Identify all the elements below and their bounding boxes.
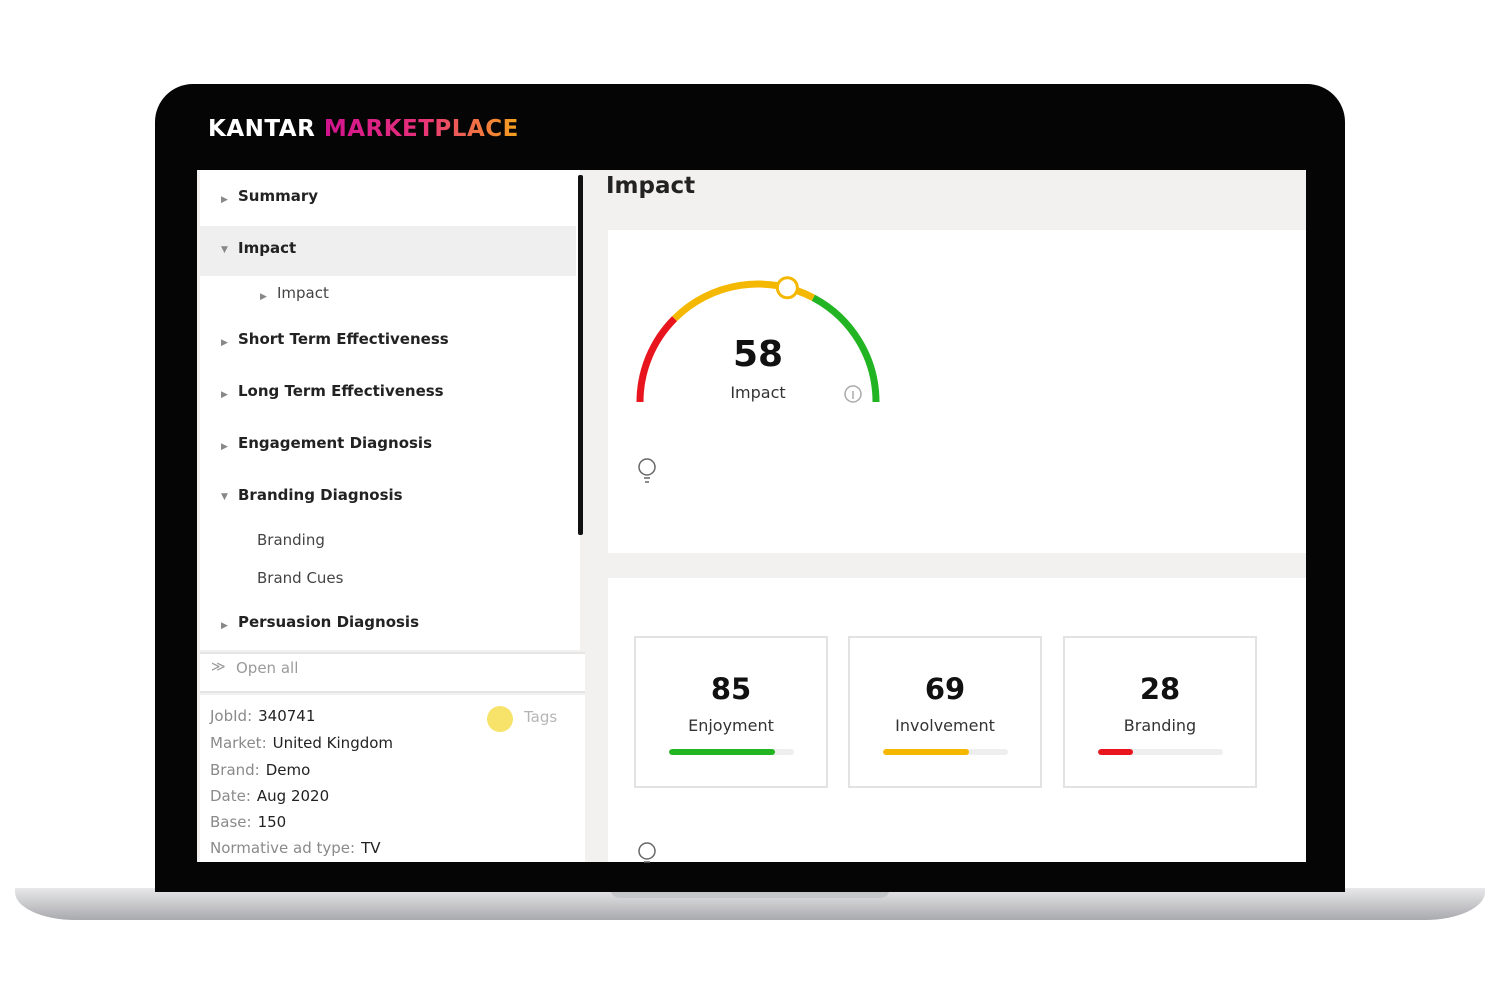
- scrollbar: [578, 175, 583, 535]
- collapsed-arrow: ▶: [221, 390, 228, 400]
- detail-value: Aug 2020: [256, 787, 330, 805]
- metric-bar: [1098, 749, 1133, 755]
- nav-subitem[interactable]: Impact: [277, 284, 329, 302]
- gauge-label: Impact: [730, 383, 785, 402]
- gauge-value: 58: [733, 334, 783, 375]
- logo-brand: KANTAR: [208, 116, 316, 142]
- metric-track: [883, 749, 1008, 755]
- expanded-arrow: ▼: [221, 492, 228, 502]
- laptop-notch: [610, 888, 890, 898]
- metric-value: 69: [924, 672, 966, 706]
- nav-subitem[interactable]: Branding: [257, 531, 325, 549]
- nav-item[interactable]: Impact: [238, 239, 297, 257]
- nav-item[interactable]: Branding Diagnosis: [238, 486, 403, 504]
- detail-value: 150: [257, 813, 287, 831]
- detail-label: Brand:: [210, 761, 260, 779]
- page-title: Impact: [606, 173, 696, 199]
- detail-label: Normative ad type:: [210, 839, 356, 857]
- collapsed-arrow: ▶: [221, 621, 228, 631]
- detail-label: Date:: [210, 787, 251, 805]
- nav-item[interactable]: Short Term Effectiveness: [238, 330, 449, 348]
- metric-card: 28 Branding: [1063, 636, 1257, 788]
- collapsed-arrow: ▶: [221, 442, 228, 452]
- metric-value: 28: [1139, 672, 1181, 706]
- collapsed-arrow: ▶: [260, 292, 267, 302]
- detail-value: United Kingdom: [272, 734, 394, 752]
- details-panel: [200, 695, 585, 862]
- metric-label: Involvement: [895, 716, 995, 735]
- detail-label: Market:: [210, 734, 267, 752]
- metric-label: Enjoyment: [688, 716, 774, 735]
- expanded-arrow: ▼: [221, 245, 228, 255]
- open-all-icon: ≫: [211, 659, 226, 675]
- nav-subitem[interactable]: Brand Cues: [257, 569, 344, 587]
- detail-label: Base:: [210, 813, 252, 831]
- detail-row: JobId: 340741: [210, 707, 315, 725]
- collapsed-arrow: ▶: [221, 195, 228, 205]
- logo: KANTAR MARKETPLACE: [208, 116, 519, 142]
- metric-card: 69 Involvement: [848, 636, 1042, 788]
- tag-icon: [487, 706, 513, 732]
- detail-value: Demo: [265, 761, 311, 779]
- info-icon[interactable]: [844, 385, 862, 403]
- detail-value: TV: [361, 839, 381, 857]
- logo-product: MARKETPLACE: [323, 116, 519, 142]
- nav-item[interactable]: Summary: [238, 187, 319, 205]
- nav-active-row: [200, 226, 576, 276]
- detail-row: Brand: Demo: [210, 761, 310, 779]
- detail-row: Date: Aug 2020: [210, 787, 329, 805]
- gauge-marker: [775, 276, 799, 300]
- detail-row: Market: United Kingdom: [210, 734, 393, 752]
- metric-value: 85: [710, 672, 752, 706]
- metric-label: Branding: [1123, 716, 1197, 735]
- nav-item[interactable]: Persuasion Diagnosis: [238, 613, 420, 631]
- detail-value: 340741: [258, 707, 316, 725]
- nav-item[interactable]: Long Term Effectiveness: [238, 382, 444, 400]
- detail-row: Normative ad type: TV: [210, 839, 381, 857]
- metric-bar: [669, 749, 776, 755]
- metric-track: [669, 749, 794, 755]
- metric-bar: [883, 749, 970, 755]
- open-all[interactable]: Open all: [236, 659, 299, 677]
- metric-card: 85 Enjoyment: [634, 636, 828, 788]
- detail-row: Base: 150: [210, 813, 286, 831]
- open-all-bar: [200, 652, 585, 693]
- gauge-card: [608, 230, 1306, 553]
- gauge-green: [811, 294, 880, 403]
- nav-item[interactable]: Engagement Diagnosis: [238, 434, 433, 452]
- metric-track: [1098, 749, 1223, 755]
- tags[interactable]: Tags: [524, 708, 558, 726]
- collapsed-arrow: ▶: [221, 338, 228, 348]
- lightbulb-icon: [638, 458, 656, 863]
- detail-label: JobId:: [210, 707, 253, 725]
- gauge-red: [636, 316, 678, 403]
